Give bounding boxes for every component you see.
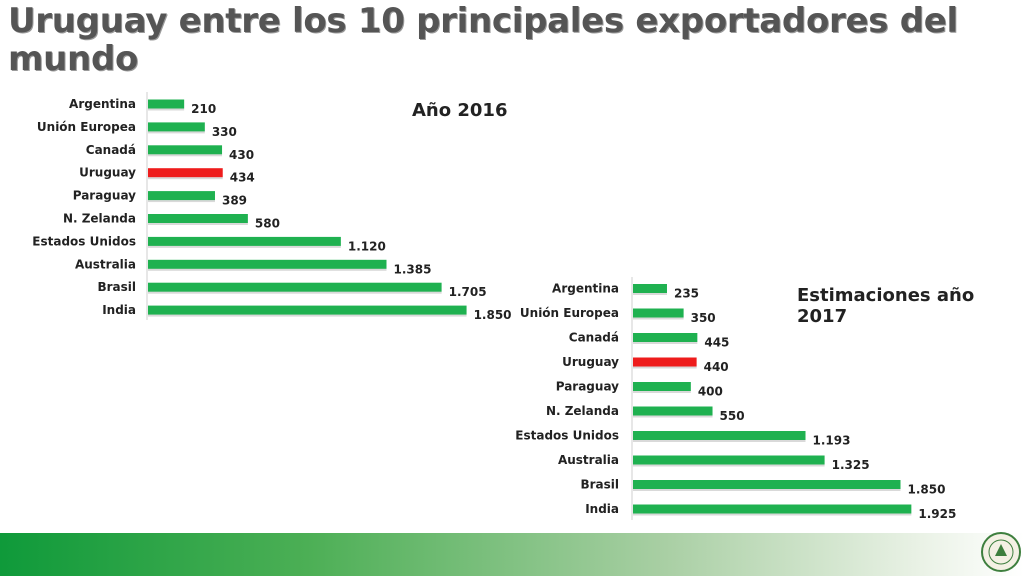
- chart-2017-bar-shadow: [633, 293, 667, 295]
- chart-2016-bar: [148, 305, 467, 315]
- chart-2017-bar: [633, 357, 697, 367]
- chart-2017-category-label: Argentina: [552, 282, 619, 296]
- chart-2016-bar: [148, 259, 387, 269]
- chart-2016-bar: [148, 168, 223, 178]
- chart-2017-bar: [633, 431, 806, 440]
- chart-2016-bar: [148, 214, 248, 223]
- chart-2017-bar: [633, 284, 667, 293]
- chart-2017-category-label: Uruguay: [562, 355, 619, 369]
- chart-2016-value-label: 580: [255, 217, 280, 231]
- chart-2017-value-label: 1.925: [918, 507, 956, 521]
- chart-2017-bar: [633, 406, 713, 416]
- chart-2016-category-label: Uruguay: [79, 166, 136, 180]
- chart-2017-category-label: Canadá: [569, 331, 619, 345]
- chart-2016-bar-shadow: [148, 223, 248, 225]
- chart-2017-value-label: 350: [691, 311, 716, 325]
- chart-2017-bar-shadow: [633, 317, 684, 320]
- institution-seal-logo: [981, 532, 1021, 572]
- chart-2016-bar-shadow: [148, 154, 223, 157]
- chart-2017-value-label: 235: [674, 287, 699, 301]
- chart-2016-bar-shadow: [148, 314, 467, 317]
- chart-2017-bar: [633, 308, 684, 318]
- chart-2016-bar-shadow: [148, 268, 387, 271]
- chart-2017-category-label: Estados Unidos: [515, 429, 619, 443]
- chart-2016-bar-shadow: [148, 200, 215, 203]
- chart-2017-value-label: 1.193: [813, 434, 851, 448]
- chart-2017-category-label: N. Zelanda: [546, 404, 619, 418]
- chart-2016-value-label: 1.850: [474, 308, 512, 322]
- chart-2016-category-label: Estados Unidos: [32, 234, 136, 248]
- chart-2017-bar-shadow: [633, 440, 806, 442]
- chart-2017-category-label: Australia: [558, 453, 619, 467]
- footer-band: [0, 533, 1024, 576]
- chart-2016-value-label: 330: [212, 125, 237, 139]
- chart-2017-bar-shadow: [633, 366, 697, 369]
- chart-2016-value-label: 434: [230, 171, 255, 185]
- chart-2016-category-label: Canadá: [86, 143, 136, 157]
- chart-2017-value-label: 550: [720, 409, 745, 423]
- chart-2017-bar: [633, 480, 901, 489]
- chart-2017-bar: [633, 333, 698, 342]
- chart-2016-category-label: Argentina: [69, 97, 136, 111]
- chart-2017-bar-shadow: [633, 489, 901, 491]
- chart-2017-category-label: Unión Europea: [520, 306, 619, 320]
- chart-2017-bar-shadow: [633, 513, 912, 516]
- chart-2016-bar-shadow: [148, 245, 341, 248]
- chart-2017-value-label: 1.325: [832, 458, 870, 472]
- chart-2016-value-label: 1.120: [348, 239, 386, 253]
- chart-2016-bar-shadow: [148, 108, 185, 111]
- chart-2016-value-label: 430: [229, 148, 254, 162]
- chart-2016-bar: [148, 99, 185, 109]
- chart-2017-bar: [633, 504, 912, 514]
- chart-2017-title: Estimaciones año 2017: [797, 285, 975, 327]
- chart-2017-value-label: 440: [704, 360, 729, 374]
- chart-2016-category-label: Australia: [75, 257, 136, 271]
- chart-2016-bar: [148, 236, 341, 246]
- chart-2016-category-label: Unión Europea: [37, 120, 136, 134]
- chart-2016-category-label: N. Zelanda: [63, 212, 136, 226]
- chart-2017-bar: [633, 455, 825, 465]
- chart-2016-value-label: 1.705: [449, 285, 487, 299]
- chart-2017-value-label: 1.850: [908, 483, 946, 497]
- chart-2016-bar-shadow: [148, 291, 442, 294]
- chart-2016-title: Año 2016: [412, 100, 508, 121]
- chart-2016-category-label: India: [102, 303, 136, 317]
- chart-2017-bar-shadow: [633, 415, 713, 418]
- chart-2016-bar: [148, 122, 205, 132]
- slide-title: Uruguay entre los 10 principales exporta…: [8, 1, 958, 79]
- chart-2017-category-label: India: [585, 502, 619, 516]
- chart-2017-value-label: 400: [698, 385, 723, 399]
- chart-2016-bar-shadow: [148, 177, 223, 180]
- chart-2016-category-label: Brasil: [97, 280, 136, 294]
- chart-2016-bar: [148, 191, 215, 201]
- chart-2017-category-label: Brasil: [580, 478, 619, 492]
- chart-2017-bar: [633, 382, 691, 391]
- chart-2016-category-label: Paraguay: [73, 189, 136, 203]
- chart-2016-value-label: 389: [222, 194, 247, 208]
- chart-2017-value-label: 445: [704, 336, 729, 350]
- chart-2016-value-label: 210: [191, 102, 216, 116]
- chart-2016-value-label: 1.385: [393, 262, 431, 276]
- chart-2017-category-label: Paraguay: [556, 380, 619, 394]
- chart-2017-bar-shadow: [633, 342, 698, 344]
- chart-2017-bar-shadow: [633, 464, 825, 467]
- chart-2016-bar: [148, 282, 442, 292]
- chart-2017-bar-shadow: [633, 391, 691, 393]
- chart-2016-bar: [148, 145, 223, 155]
- chart-2016-bar-shadow: [148, 131, 205, 134]
